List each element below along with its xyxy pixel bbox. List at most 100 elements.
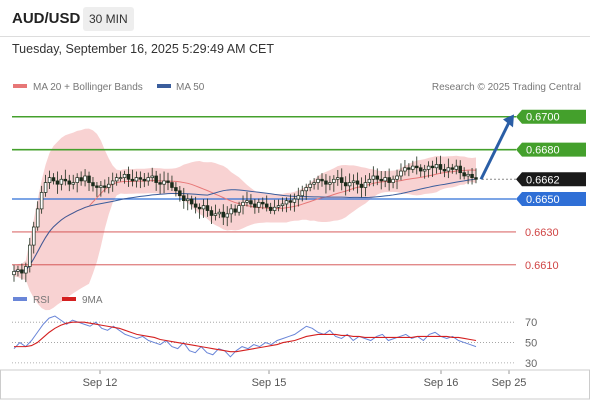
rsi-tick-label: 70 [525, 317, 537, 329]
candle-body [55, 180, 60, 185]
candle-body [87, 175, 91, 183]
candle-body [462, 172, 466, 177]
candle-body [47, 177, 52, 183]
candle-body [182, 195, 186, 202]
candle-body [166, 180, 170, 183]
level-tag-0.6680 [516, 142, 586, 157]
price-legend: MA 20 + Bollinger Bands MA 50 Research ©… [13, 82, 581, 93]
level-tag-0.6650 [516, 192, 586, 207]
candle-body [107, 183, 111, 188]
candlesticks [12, 155, 478, 283]
candle-body [347, 182, 352, 187]
candle-body [375, 175, 380, 180]
ma20-legend-label: MA 20 + Bollinger Bands [33, 82, 143, 93]
candle-body [316, 178, 320, 183]
candle-body [193, 203, 198, 208]
candle-body [442, 169, 447, 172]
candle-body [383, 177, 387, 182]
candle-body [474, 177, 478, 180]
candle-body [134, 177, 139, 182]
candle-body [296, 195, 301, 200]
candle-body [450, 167, 455, 170]
candle-body [213, 213, 218, 216]
candle-body [185, 198, 190, 202]
candle-body [28, 244, 32, 267]
candle-body [229, 208, 233, 215]
timeframe-badge[interactable]: 30 MIN [83, 7, 134, 31]
forecast-arrow-shaft [479, 121, 511, 180]
candle-body [59, 178, 64, 185]
candle-body [249, 200, 253, 205]
candle-body [197, 206, 202, 210]
moving-averages [13, 169, 477, 272]
candle-body [63, 178, 68, 182]
candle-body [71, 182, 75, 185]
level-tag-0.6700 [516, 109, 586, 124]
candle-body [371, 175, 376, 180]
candle-body [261, 201, 265, 205]
candle-body [103, 185, 107, 188]
rsi-ma-line [14, 321, 477, 353]
candle-body [237, 205, 241, 213]
candle-body [422, 169, 427, 172]
candle-body [51, 177, 56, 182]
candle-body [130, 178, 135, 182]
level-label-0.6662: 0.6662 [526, 174, 560, 186]
rsi-tick-label: 50 [525, 338, 537, 350]
currency-pair: AUD/USD [12, 10, 81, 27]
rsi-legend-label: RSI [33, 295, 50, 306]
candle-body [79, 177, 83, 182]
candle-body [288, 200, 293, 203]
candle-body [170, 182, 174, 188]
candle-body [324, 180, 328, 185]
candle-body [466, 173, 470, 177]
candle-body [391, 178, 395, 183]
level-label-0.6630: 0.6630 [525, 227, 559, 239]
rsi-panel: 30 50 70 [12, 315, 537, 370]
level-label-0.6610: 0.6610 [525, 260, 559, 272]
rsi-swatch [13, 297, 27, 301]
time-label: Sep 16 [424, 377, 459, 389]
candle-body [332, 178, 336, 183]
candle-body [304, 187, 308, 192]
candle-body [95, 185, 99, 188]
candle-body [126, 173, 131, 180]
candle-body [430, 165, 435, 169]
candle-body [403, 167, 407, 172]
candle-body [31, 226, 36, 246]
candle-body [99, 185, 103, 188]
rsi-tick-label: 30 [525, 358, 537, 370]
candle-body [328, 182, 332, 185]
forecast-arrow [479, 114, 514, 180]
candle-body [395, 175, 399, 180]
candle-body [264, 203, 269, 208]
candle-body [253, 203, 257, 208]
candle-body [399, 170, 403, 177]
candle-body [24, 266, 28, 274]
candle-body [470, 173, 474, 178]
candle-body [257, 201, 261, 208]
candle-body [367, 178, 372, 183]
candle-body [146, 177, 151, 182]
candle-body [434, 164, 439, 169]
time-label: Sep 25 [492, 377, 527, 389]
candle-body [221, 211, 226, 218]
time-label: Sep 15 [252, 377, 287, 389]
chart-header: AUD/USD 30 MIN [0, 0, 590, 36]
candle-body [150, 175, 154, 178]
candle-body [351, 180, 356, 183]
candle-body [359, 183, 364, 188]
time-axis: Sep 12 Sep 15 Sep 16 Sep 25 [0, 369, 590, 400]
candle-body [343, 182, 348, 187]
candle-body [233, 208, 237, 213]
candle-body [142, 178, 147, 182]
candle-body [312, 182, 316, 185]
level-tag-0.6662 [516, 172, 586, 187]
candle-body [154, 175, 158, 183]
rsi-legend: RSI 9MA [13, 295, 103, 306]
candle-body [158, 182, 162, 185]
candle-body [284, 200, 289, 205]
candle-body [379, 178, 383, 182]
rsi-ma-legend-label: 9MA [82, 295, 103, 306]
candle-body [162, 180, 166, 185]
